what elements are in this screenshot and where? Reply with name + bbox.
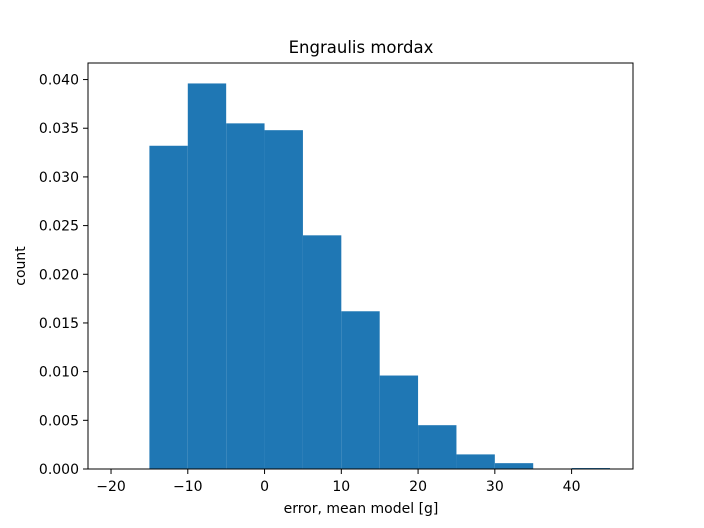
- chart-title: Engraulis mordax: [289, 38, 434, 57]
- x-axis-ticks: −20 −10 0 10 20 30 40: [96, 469, 581, 495]
- x-tick-label-2: 0: [260, 479, 269, 495]
- y-axis-ticks: 0.000 0.005 0.010 0.015 0.020 0.025 0.030 0.035…: [39, 73, 88, 478]
- histogram-bar-3: [264, 130, 303, 469]
- histogram-bar-1: [187, 83, 227, 469]
- x-tick-label-1: −10: [173, 479, 203, 495]
- histogram-bar-0: [149, 145, 188, 469]
- y-tick-label-7: 0.035: [39, 121, 79, 137]
- y-tick-label-0: 0.000: [39, 462, 79, 478]
- histogram-bar-5: [341, 311, 380, 469]
- x-axis-label: error, mean model [g]: [284, 501, 439, 517]
- bars-group: [149, 83, 610, 470]
- histogram-bar-6: [379, 375, 419, 469]
- y-tick-label-4: 0.020: [39, 267, 79, 283]
- y-tick-label-5: 0.025: [39, 219, 79, 235]
- histogram-bar-4: [302, 235, 342, 469]
- x-tick-label-0: −20: [96, 479, 126, 495]
- y-axis-label: count: [13, 246, 29, 286]
- y-tick-label-2: 0.010: [39, 365, 79, 381]
- x-tick-label-6: 40: [563, 479, 581, 495]
- histogram-bar-8: [456, 454, 495, 469]
- y-tick-label-1: 0.005: [39, 413, 79, 429]
- x-tick-label-3: 10: [332, 479, 350, 495]
- y-tick-label-3: 0.015: [39, 316, 79, 332]
- plot-frame: [87, 62, 634, 470]
- x-tick-label-4: 20: [409, 479, 427, 495]
- histogram-bar-2: [226, 123, 265, 470]
- histogram-bar-9: [494, 463, 534, 469]
- x-tick-label-5: 30: [486, 479, 504, 495]
- y-tick-label-8: 0.040: [39, 73, 79, 89]
- histogram-bar-7: [418, 425, 457, 469]
- y-tick-label-6: 0.030: [39, 170, 79, 186]
